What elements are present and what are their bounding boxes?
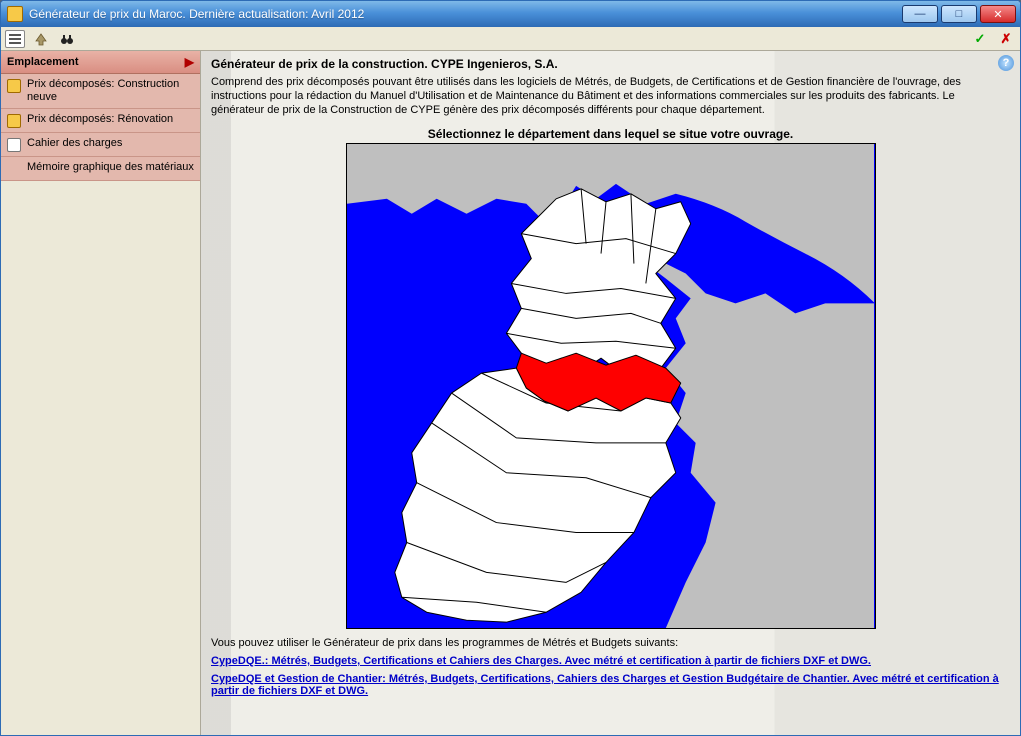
reject-icon[interactable]: ✗ xyxy=(996,30,1016,48)
chevron-right-icon: ▶ xyxy=(185,55,194,69)
accept-icon[interactable]: ✓ xyxy=(970,30,990,48)
link-cypedqe[interactable]: CypeDQE.: Métrés, Budgets, Certification… xyxy=(211,655,1010,667)
body: Emplacement ▶ Prix décomposés: Construct… xyxy=(1,51,1020,735)
link-cypedqe-chantier[interactable]: CypeDQE et Gestion de Chantier: Métrés, … xyxy=(211,673,1010,697)
page-title: Générateur de prix de la construction. C… xyxy=(211,57,1010,71)
sidebar-header-label: Emplacement xyxy=(7,56,79,68)
sidebar-item-prix-renovation[interactable]: Prix décomposés: Rénovation xyxy=(1,109,200,133)
sidebar-item-label: Prix décomposés: Construction neuve xyxy=(27,78,196,104)
sidebar-item-label: Prix décomposés: Rénovation xyxy=(27,113,173,126)
binoculars-icon[interactable] xyxy=(57,30,77,48)
sidebar-item-label: Cahier des charges xyxy=(27,137,122,150)
cube-icon xyxy=(7,79,21,93)
app-icon xyxy=(7,6,23,22)
sidebar-item-prix-neuve[interactable]: Prix décomposés: Construction neuve xyxy=(1,74,200,109)
sidebar-item-label: Mémoire graphique des matériaux xyxy=(27,161,194,174)
minimize-button[interactable]: — xyxy=(902,5,938,23)
maximize-button[interactable]: □ xyxy=(941,5,977,23)
sidebar-item-cahier[interactable]: Cahier des charges xyxy=(1,133,200,157)
map-caption: Sélectionnez le département dans lequel … xyxy=(211,127,1010,141)
sidebar-item-memoire[interactable]: Mémoire graphique des matériaux xyxy=(1,157,200,181)
app-window: Générateur de prix du Maroc. Dernière ac… xyxy=(0,0,1021,736)
content-area: ? Générateur de prix de la construction.… xyxy=(201,51,1020,735)
close-button[interactable]: ✕ xyxy=(980,5,1016,23)
page-description: Comprend des prix décomposés pouvant êtr… xyxy=(211,75,1001,117)
sidebar: Emplacement ▶ Prix décomposés: Construct… xyxy=(1,51,201,735)
list-icon[interactable] xyxy=(5,30,25,48)
below-map-text: Vous pouvez utiliser le Générateur de pr… xyxy=(211,637,1010,649)
up-arrow-icon[interactable] xyxy=(31,30,51,48)
map-svg[interactable] xyxy=(347,144,875,628)
help-icon[interactable]: ? xyxy=(998,55,1014,71)
sidebar-header[interactable]: Emplacement ▶ xyxy=(1,51,200,74)
map-frame xyxy=(346,143,876,629)
cube-icon xyxy=(7,114,21,128)
window-title: Générateur de prix du Maroc. Dernière ac… xyxy=(29,7,902,21)
toolbar: ✓ ✗ xyxy=(1,27,1020,51)
titlebar[interactable]: Générateur de prix du Maroc. Dernière ac… xyxy=(1,1,1020,27)
document-icon xyxy=(7,138,21,152)
